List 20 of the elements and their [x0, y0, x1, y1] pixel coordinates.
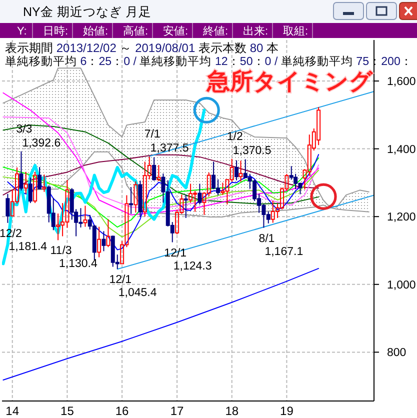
chart-title: NY金 期近つなぎ 月足 [23, 5, 152, 19]
x-tick-label: 19 [280, 404, 294, 418]
x-tick-label: 17 [170, 404, 184, 418]
annotation: 1/2 1,370.5 [226, 130, 272, 157]
x-tick-label: 16 [115, 404, 130, 418]
x-tick-label: 18 [225, 404, 239, 418]
y-tick-label: 1,000 [387, 279, 416, 292]
annotation: 3/3 1,392.6 [16, 123, 61, 150]
y-tick-label: 800 [387, 347, 406, 360]
chart-subtitle: 表示期間 2013/12/02 ～ 2019/08/01 表示本数 80 本 [5, 41, 279, 55]
annotation: 急所タイミング [206, 68, 374, 94]
x-tick-label: 15 [60, 404, 74, 418]
annotation: 8/1 1,167.1 [258, 232, 304, 258]
y-tick-label: 1,400 [387, 144, 416, 156]
x-tick-label: 14 [6, 404, 20, 418]
y-tick-label: 1,200 [387, 212, 416, 224]
status-bar: Y: 日時: 始値: 高値: 安値: 終値: 出来: 取組: [0, 22, 417, 38]
annotation: 11/3 1,130.4 [50, 245, 98, 270]
annotation: 12/1 1,045.4 [109, 274, 158, 300]
y-tick-label: 1,600 [387, 76, 416, 88]
